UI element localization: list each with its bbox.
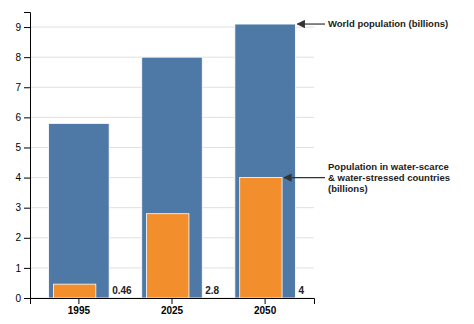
y-tick-label: 0 [15, 293, 21, 304]
y-tick-label: 5 [15, 142, 21, 153]
y-tick-label: 8 [15, 52, 21, 63]
annotation: Population in water-scarce& water-stress… [328, 161, 450, 194]
y-tick-mark [24, 87, 30, 88]
data-label: 2.8 [205, 285, 219, 296]
y-tick: 9 [15, 22, 30, 33]
y-tick-mark [24, 268, 30, 269]
plot: 0 1 2 3 4 5 6 7 8 9 1995 2025 2050 0.46 2.8 4 World popu… [15, 13, 450, 317]
annotation-line: World population (billions) [328, 18, 448, 29]
bar [240, 178, 282, 298]
y-tick: 1 [15, 263, 30, 274]
x-tick-mark [265, 298, 266, 304]
annotation-arrow [284, 177, 325, 178]
y-tick-label: 1 [15, 263, 21, 274]
y-tick-mark [24, 178, 30, 179]
y-tick-mark [24, 238, 30, 239]
y-tick-mark [24, 117, 30, 118]
x-tick-mark [78, 298, 79, 304]
y-tick-mark [24, 57, 30, 58]
chart: 0 1 2 3 4 5 6 7 8 9 1995 2025 2050 0.46 2.8 4 World popu… [0, 0, 474, 324]
annotation-line: (billions) [328, 183, 368, 194]
y-tick-label: 3 [15, 202, 21, 213]
y-tick: 2 [15, 232, 30, 243]
annotation-line: & water-stressed countries [328, 172, 450, 183]
y-tick-label: 7 [15, 82, 21, 93]
annotation: World population (billions) [328, 18, 448, 29]
x-axis: 1995 2025 2050 [31, 298, 315, 316]
annotations: World population (billions) Population in… [284, 18, 450, 193]
annotation-line: Population in water-scarce [328, 161, 449, 172]
y-tick-mark [24, 208, 30, 209]
y-tick-label: 6 [15, 112, 21, 123]
x-tick: 1995 [68, 298, 91, 316]
y-tick-label: 2 [15, 232, 21, 243]
y-tick: 5 [15, 142, 30, 153]
annotation-arrow [297, 23, 325, 24]
x-tick-mark [172, 298, 173, 304]
y-tick-label: 4 [15, 172, 21, 183]
x-tick-label: 2050 [254, 305, 277, 316]
y-tick-label: 9 [15, 22, 21, 33]
data-label: 0.46 [112, 285, 132, 296]
y-tick: 3 [15, 202, 30, 213]
y-tick-mark [24, 27, 30, 28]
bar [53, 284, 95, 298]
x-tick: 2050 [254, 298, 277, 316]
y-tick-mark [24, 147, 30, 148]
data-label: 4 [298, 285, 304, 296]
y-tick: 6 [15, 112, 30, 123]
y-tick: 8 [15, 52, 30, 63]
y-tick-mark [24, 298, 30, 299]
bar [147, 214, 189, 298]
y-tick: 0 [15, 293, 30, 304]
bars [49, 24, 296, 298]
y-tick: 4 [15, 172, 30, 183]
y-tick: 7 [15, 82, 30, 93]
x-tick-label: 2025 [161, 305, 184, 316]
bar [235, 24, 296, 298]
data-labels: 0.46 2.8 4 [112, 285, 304, 296]
y-axis: 0 1 2 3 4 5 6 7 8 9 [15, 13, 30, 304]
x-tick: 2025 [161, 298, 184, 316]
y-axis-line [24, 13, 31, 299]
bar [142, 57, 203, 298]
x-axis-line [31, 299, 315, 305]
x-tick-label: 1995 [68, 305, 91, 316]
bar [49, 123, 110, 298]
